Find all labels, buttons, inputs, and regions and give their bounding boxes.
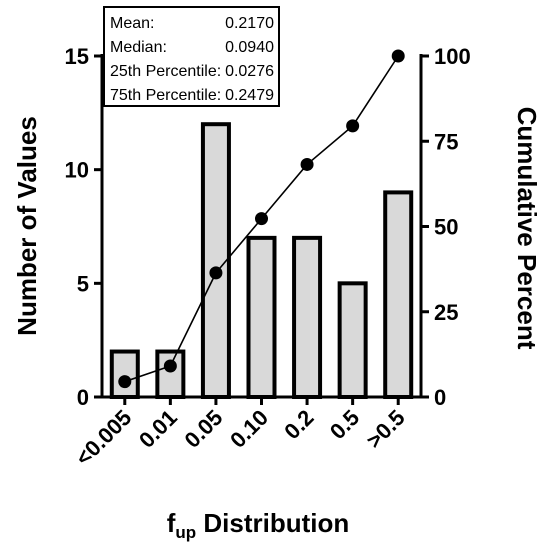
x-tick-label-3: 0.10: [225, 405, 273, 453]
cumulative-point-3: [255, 212, 268, 226]
cumulative-point-4: [300, 157, 314, 171]
cumulative-point-0: [118, 375, 132, 389]
y-tick-label-1: 5: [77, 271, 89, 296]
stats-median-value: 0.0940: [225, 39, 274, 56]
x-tick-label-2: 0.05: [180, 405, 228, 453]
stats-p75-value: 0.2479: [225, 87, 274, 104]
bar-2: [200, 122, 231, 399]
bar-5: [337, 281, 368, 400]
stats-box-border: [103, 6, 280, 107]
bar-1: [155, 349, 186, 399]
bar-6: [383, 190, 414, 399]
stats-median-label: Median:: [110, 39, 167, 56]
bar-0: [109, 349, 140, 399]
y2-tick-label-0: 0: [434, 385, 446, 410]
y2-tick-label-1: 25: [434, 300, 458, 325]
stats-mean-value: 0.2170: [225, 15, 274, 32]
y-tick-label-2: 10: [65, 158, 89, 183]
y2-tick-label-3: 75: [434, 129, 458, 154]
bar-4: [292, 235, 323, 399]
x-tick-label-5: 0.5: [325, 405, 364, 444]
stats-box: Mean: 0.2170 Median: 0.0940 25th Percent…: [103, 6, 280, 107]
x-axis-title: fup Distribution: [167, 508, 350, 542]
y-tick-label-3: 15: [65, 44, 89, 69]
y2-axis-title: Cumulative Percent: [512, 107, 542, 350]
y2-tick-label-2: 50: [434, 215, 458, 240]
y-axis-title: Number of Values: [12, 116, 42, 336]
x-tick-label-0: <0.005: [71, 405, 137, 471]
cumulative-point-5: [346, 119, 360, 133]
stats-p75-label: 75th Percentile:: [110, 87, 221, 104]
cumulative-point-1: [163, 359, 177, 373]
y-tick-label-0: 0: [77, 385, 89, 410]
cumulative-point-6: [391, 49, 405, 63]
plot-area: [109, 49, 414, 400]
stats-p25-label: 25th Percentile:: [110, 63, 221, 80]
x-axis-title-f: f: [167, 508, 176, 538]
x-axis-title-subscript: up: [175, 523, 196, 542]
x-tick-label-6: >0.5: [361, 405, 409, 453]
x-tick-label-4: 0.2: [279, 405, 318, 444]
x-axis-title-rest: Distribution: [196, 508, 349, 538]
x-tick-label-1: 0.01: [134, 405, 182, 453]
stats-mean-label: Mean:: [110, 15, 154, 32]
cumulative-point-2: [209, 266, 223, 280]
stats-p25-value: 0.0276: [225, 63, 274, 80]
y2-tick-label-4: 100: [434, 44, 471, 69]
bar-3: [246, 235, 277, 399]
